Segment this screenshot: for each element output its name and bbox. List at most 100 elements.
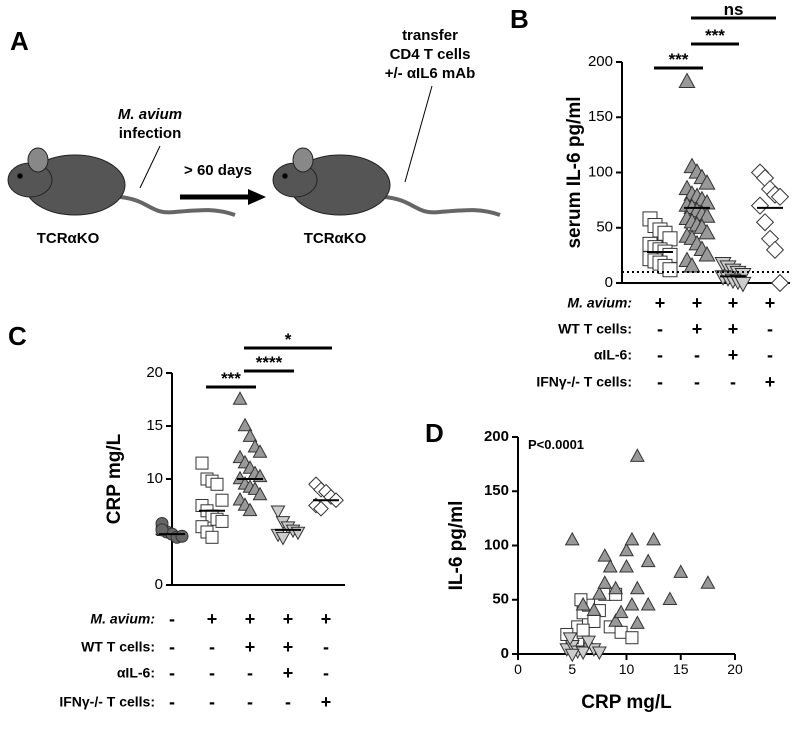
x-tick-label: 0 [514,661,522,677]
condition-sign: + [655,293,666,313]
y-tick-label: 150 [484,482,509,499]
point [700,575,716,589]
mouse-label: TCRαKO [37,230,100,247]
condition-sign: + [728,293,739,313]
panel-letter: B [510,4,529,34]
condition-sign: - [169,637,175,657]
condition-label: M. avium: [90,611,155,627]
panel-letter: C [8,321,27,351]
condition-sign: - [657,372,663,392]
point [587,614,601,628]
transfer-line: +/- αIL6 mAb [385,65,475,82]
point [698,174,716,190]
point [673,564,689,578]
significance-label: *** [705,26,725,45]
x-axis-label: CRP mg/L [581,692,672,713]
condition-sign: - [323,637,329,657]
condition-label: αIL-6: [594,347,632,363]
condition-label: M. avium: [567,295,632,311]
condition-sign: + [283,663,294,683]
point [755,213,775,232]
condition-label: IFNγ-/- T cells: [536,374,632,390]
y-tick-label: 200 [588,53,613,70]
point [770,187,790,206]
mouse-icon [272,147,501,217]
infection-label: infection [119,125,182,142]
condition-sign: - [209,637,215,657]
point [624,596,640,611]
condition-sign: + [321,609,332,629]
condition-sign: + [692,293,703,313]
point [678,72,696,88]
infection-species: M. avium [118,106,182,123]
x-tick-label: 15 [673,661,689,677]
point [619,542,634,557]
y-axis-label: CRP mg/L [104,433,125,524]
point [608,580,624,595]
point [765,240,785,259]
point [662,262,678,278]
point [629,580,645,595]
point [237,417,253,432]
point [625,631,639,645]
point [155,523,169,537]
interval-label: > 60 days [184,162,252,179]
point [252,444,268,458]
condition-sign: - [657,319,663,339]
condition-sign: - [694,345,700,365]
point [232,391,248,405]
condition-sign: + [765,293,776,313]
point [581,635,596,650]
point [576,623,590,637]
point [614,625,628,639]
condition-sign: + [207,609,218,629]
pointer [139,145,161,189]
y-axis-label: serum IL-6 pg/ml [564,96,585,248]
condition-sign: + [692,319,703,339]
y-tick-label: 10 [146,470,163,487]
y-tick-label: 100 [588,163,613,180]
y-tick-label: 200 [484,428,509,445]
transfer-line: transfer [402,27,458,44]
panel-a: A M. avium infection > 60 days transfer … [7,26,501,247]
panel-letter: A [10,26,29,56]
x-tick-label: 20 [727,661,743,677]
condition-sign: - [169,663,175,683]
y-tick-label: 150 [588,108,613,125]
condition-sign: + [728,319,739,339]
condition-sign: - [169,692,175,712]
point [640,596,656,611]
point [215,514,229,528]
panel-letter: D [425,418,444,448]
condition-label: IFNγ-/- T cells: [59,694,155,710]
condition-sign: - [694,372,700,392]
point [662,591,678,606]
significance-label: *** [221,369,241,388]
mouse-icon [7,147,236,217]
point [242,502,258,517]
condition-sign: - [323,663,329,683]
annotation: P<0.0001 [528,437,584,452]
condition-sign: + [321,692,332,712]
condition-sign: - [767,345,773,365]
y-tick-label: 0 [155,576,163,593]
point [613,604,629,619]
point [597,575,613,589]
point [575,596,591,611]
significance-label: * [285,330,292,349]
condition-label: WT T cells: [558,321,632,337]
condition-sign: + [245,609,256,629]
point [215,493,229,507]
point [195,456,209,470]
point [270,505,286,520]
point [629,615,645,629]
point [602,558,618,573]
y-tick-label: 15 [146,417,163,434]
condition-sign: - [209,663,215,683]
x-tick-label: 5 [568,661,576,677]
condition-sign: - [730,372,736,392]
point [252,486,268,501]
point [698,245,716,262]
significance-label: **** [256,353,283,372]
